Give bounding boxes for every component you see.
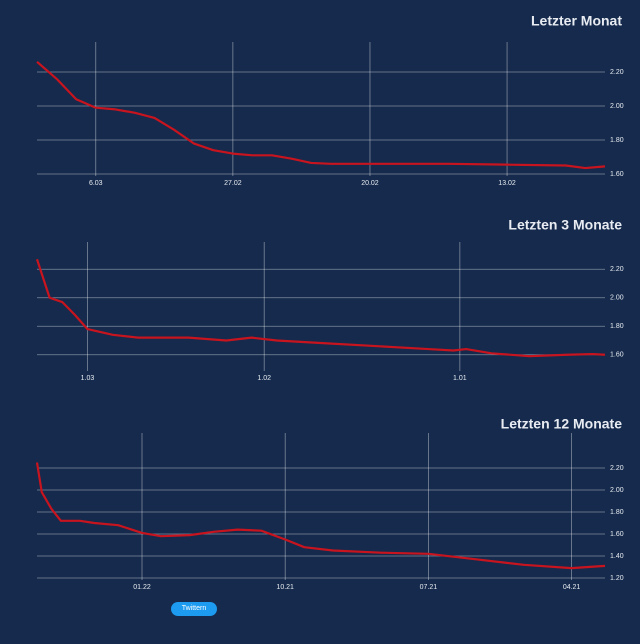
x-tick-label: 6.03	[89, 180, 103, 187]
price-line	[35, 258, 606, 358]
y-tick-label: 2.00	[610, 295, 624, 302]
x-tick-label: 13.02	[498, 180, 516, 187]
x-tick-label: 20.02	[361, 180, 379, 187]
y-tick-label: 2.20	[610, 465, 624, 472]
y-tick-label: 1.80	[610, 137, 624, 144]
price-line	[36, 60, 606, 170]
y-tick-label: 2.20	[610, 266, 624, 273]
y-tick-label: 1.60	[610, 352, 624, 359]
x-tick-label: 04.21	[563, 584, 581, 591]
chart-title: Letzter Monat	[531, 13, 622, 29]
price-line	[35, 462, 606, 570]
x-tick-label: 1.02	[257, 375, 271, 382]
y-tick-label: 1.80	[610, 509, 624, 516]
x-tick-label: 27.02	[224, 180, 242, 187]
x-tick-label: 10.21	[276, 584, 294, 591]
chart-title: Letzten 3 Monate	[508, 217, 622, 233]
x-tick-label: 1.03	[81, 375, 95, 382]
x-tick-label: 01.22	[133, 584, 151, 591]
tweet-button[interactable]: Twittern	[171, 602, 217, 616]
chart-title: Letzten 12 Monate	[501, 416, 623, 432]
y-tick-label: 1.80	[610, 323, 624, 330]
y-tick-label: 2.00	[610, 487, 624, 494]
x-tick-label: 07.21	[420, 584, 438, 591]
y-tick-label: 1.40	[610, 553, 624, 560]
y-tick-label: 1.60	[610, 171, 624, 178]
y-tick-label: 2.20	[610, 69, 624, 76]
y-tick-label: 1.60	[610, 531, 624, 538]
y-tick-label: 1.20	[610, 575, 624, 582]
y-tick-label: 2.00	[610, 103, 624, 110]
x-tick-label: 1.01	[453, 375, 467, 382]
